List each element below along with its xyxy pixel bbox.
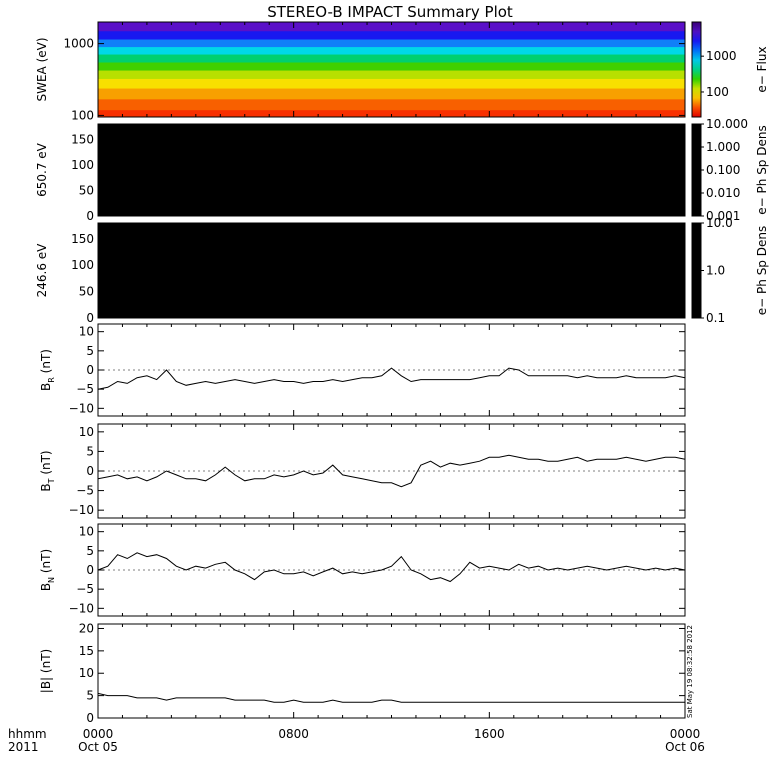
panel-background xyxy=(98,624,685,718)
colorbar xyxy=(692,22,701,117)
spectrogram-band xyxy=(98,54,685,64)
colorbar-frame xyxy=(691,21,702,118)
y-tick-label: 0 xyxy=(86,311,94,325)
spectrogram-band xyxy=(98,62,685,72)
plot-title: STEREO-B IMPACT Summary Plot xyxy=(267,3,513,21)
bn-line xyxy=(97,552,686,583)
y-tick-label: 10 xyxy=(79,666,94,680)
y-tick-label: 0 xyxy=(86,363,94,377)
y-tick-label: 15 xyxy=(79,644,94,658)
y-tick-label: 0 xyxy=(86,209,94,223)
y-tick-label: −10 xyxy=(69,503,94,517)
y-axis-label: 246.6 eV xyxy=(35,243,49,298)
generation-timestamp: Sat May 19 08:32:58 2012 xyxy=(686,625,694,718)
panel-background xyxy=(98,324,685,416)
y-tick-label: −5 xyxy=(76,484,94,498)
panel-background xyxy=(98,424,685,518)
spectrogram-band xyxy=(98,47,685,56)
colorbar xyxy=(692,223,701,318)
colorbar-tick-label: 0.010 xyxy=(706,186,740,200)
colorbar-label: e− Ph Sp Dens xyxy=(755,125,769,214)
y-tick-label: −5 xyxy=(76,582,94,596)
y-tick-label: 20 xyxy=(79,621,94,635)
bt-line xyxy=(97,454,686,488)
spectrogram-bands xyxy=(98,22,685,118)
year-label: 2011 xyxy=(8,740,39,754)
y-tick-label: 50 xyxy=(79,285,94,299)
y-tick-label: 0 xyxy=(86,711,94,725)
colorbar-tick-label: 10.000 xyxy=(706,117,748,131)
y-tick-label: −10 xyxy=(69,401,94,415)
y-tick-label: 5 xyxy=(86,689,94,703)
pitch-angle-map xyxy=(98,223,685,318)
spectrogram-band xyxy=(98,39,685,48)
panel-background xyxy=(98,524,685,616)
y-axis-label: 650.7 eV xyxy=(35,142,49,197)
y-tick-label: 100 xyxy=(71,158,94,172)
x-date-label: Oct 05 xyxy=(78,740,118,754)
x-tick-label: 0800 xyxy=(278,727,309,741)
spectrogram-band xyxy=(98,110,685,118)
y-tick-label: 5 xyxy=(86,344,94,358)
y-tick-label: 50 xyxy=(79,183,94,197)
bmag-line xyxy=(97,692,685,703)
y-axis-label: |B| (nT) xyxy=(39,649,53,693)
colorbar-tick-label: 1.0 xyxy=(706,264,725,278)
y-axis-label: BR (nT) xyxy=(39,349,56,391)
colorbar xyxy=(692,124,701,216)
colorbar-tick-label: 100 xyxy=(706,85,729,99)
y-tick-label: 150 xyxy=(71,232,94,246)
colorbar-tick-label: 0.100 xyxy=(706,163,740,177)
spectrogram-band xyxy=(98,31,685,41)
spectrogram-band xyxy=(98,70,685,80)
y-tick-label: 150 xyxy=(71,132,94,146)
pitch-angle-map xyxy=(98,124,685,216)
y-tick-label: 10 xyxy=(79,325,94,339)
hhmm-label: hhmm xyxy=(8,727,47,741)
y-tick-label: 0 xyxy=(86,464,94,478)
x-tick-label: 1600 xyxy=(474,727,505,741)
colorbar-tick-label: 0.001 xyxy=(706,209,740,223)
y-tick-label: 1000 xyxy=(63,37,94,51)
colorbar-label: e− Flux xyxy=(755,46,769,92)
colorbar-label: e− Ph Sp Dens xyxy=(755,226,769,315)
y-axis-label: BT (nT) xyxy=(39,450,56,491)
x-date-label: Oct 06 xyxy=(665,740,705,754)
y-axis-label: SWEA (eV) xyxy=(35,37,49,101)
y-tick-label: 0 xyxy=(86,563,94,577)
y-tick-label: 100 xyxy=(71,258,94,272)
y-axis-label: BN (nT) xyxy=(39,549,56,591)
spectrogram-band xyxy=(98,22,685,32)
y-tick-label: −10 xyxy=(69,601,94,615)
br-line xyxy=(97,367,686,390)
y-tick-label: 10 xyxy=(79,525,94,539)
x-tick-label: 0000 xyxy=(670,727,701,741)
y-tick-label: 5 xyxy=(86,544,94,558)
colorbar-tick-label: 10.0 xyxy=(706,216,733,230)
spectrogram-band xyxy=(98,78,685,90)
colorbar-tick-label: 1.000 xyxy=(706,140,740,154)
y-tick-label: 100 xyxy=(71,108,94,122)
x-tick-label: 0000 xyxy=(83,727,114,741)
colorbar-tick-label: 1000 xyxy=(706,49,737,63)
colorbar-tick-label: 0.1 xyxy=(706,311,725,325)
spectrogram-band xyxy=(98,99,685,111)
y-tick-label: −5 xyxy=(76,382,94,396)
y-tick-label: 5 xyxy=(86,444,94,458)
spectrogram-band xyxy=(98,88,685,100)
y-tick-label: 10 xyxy=(79,425,94,439)
